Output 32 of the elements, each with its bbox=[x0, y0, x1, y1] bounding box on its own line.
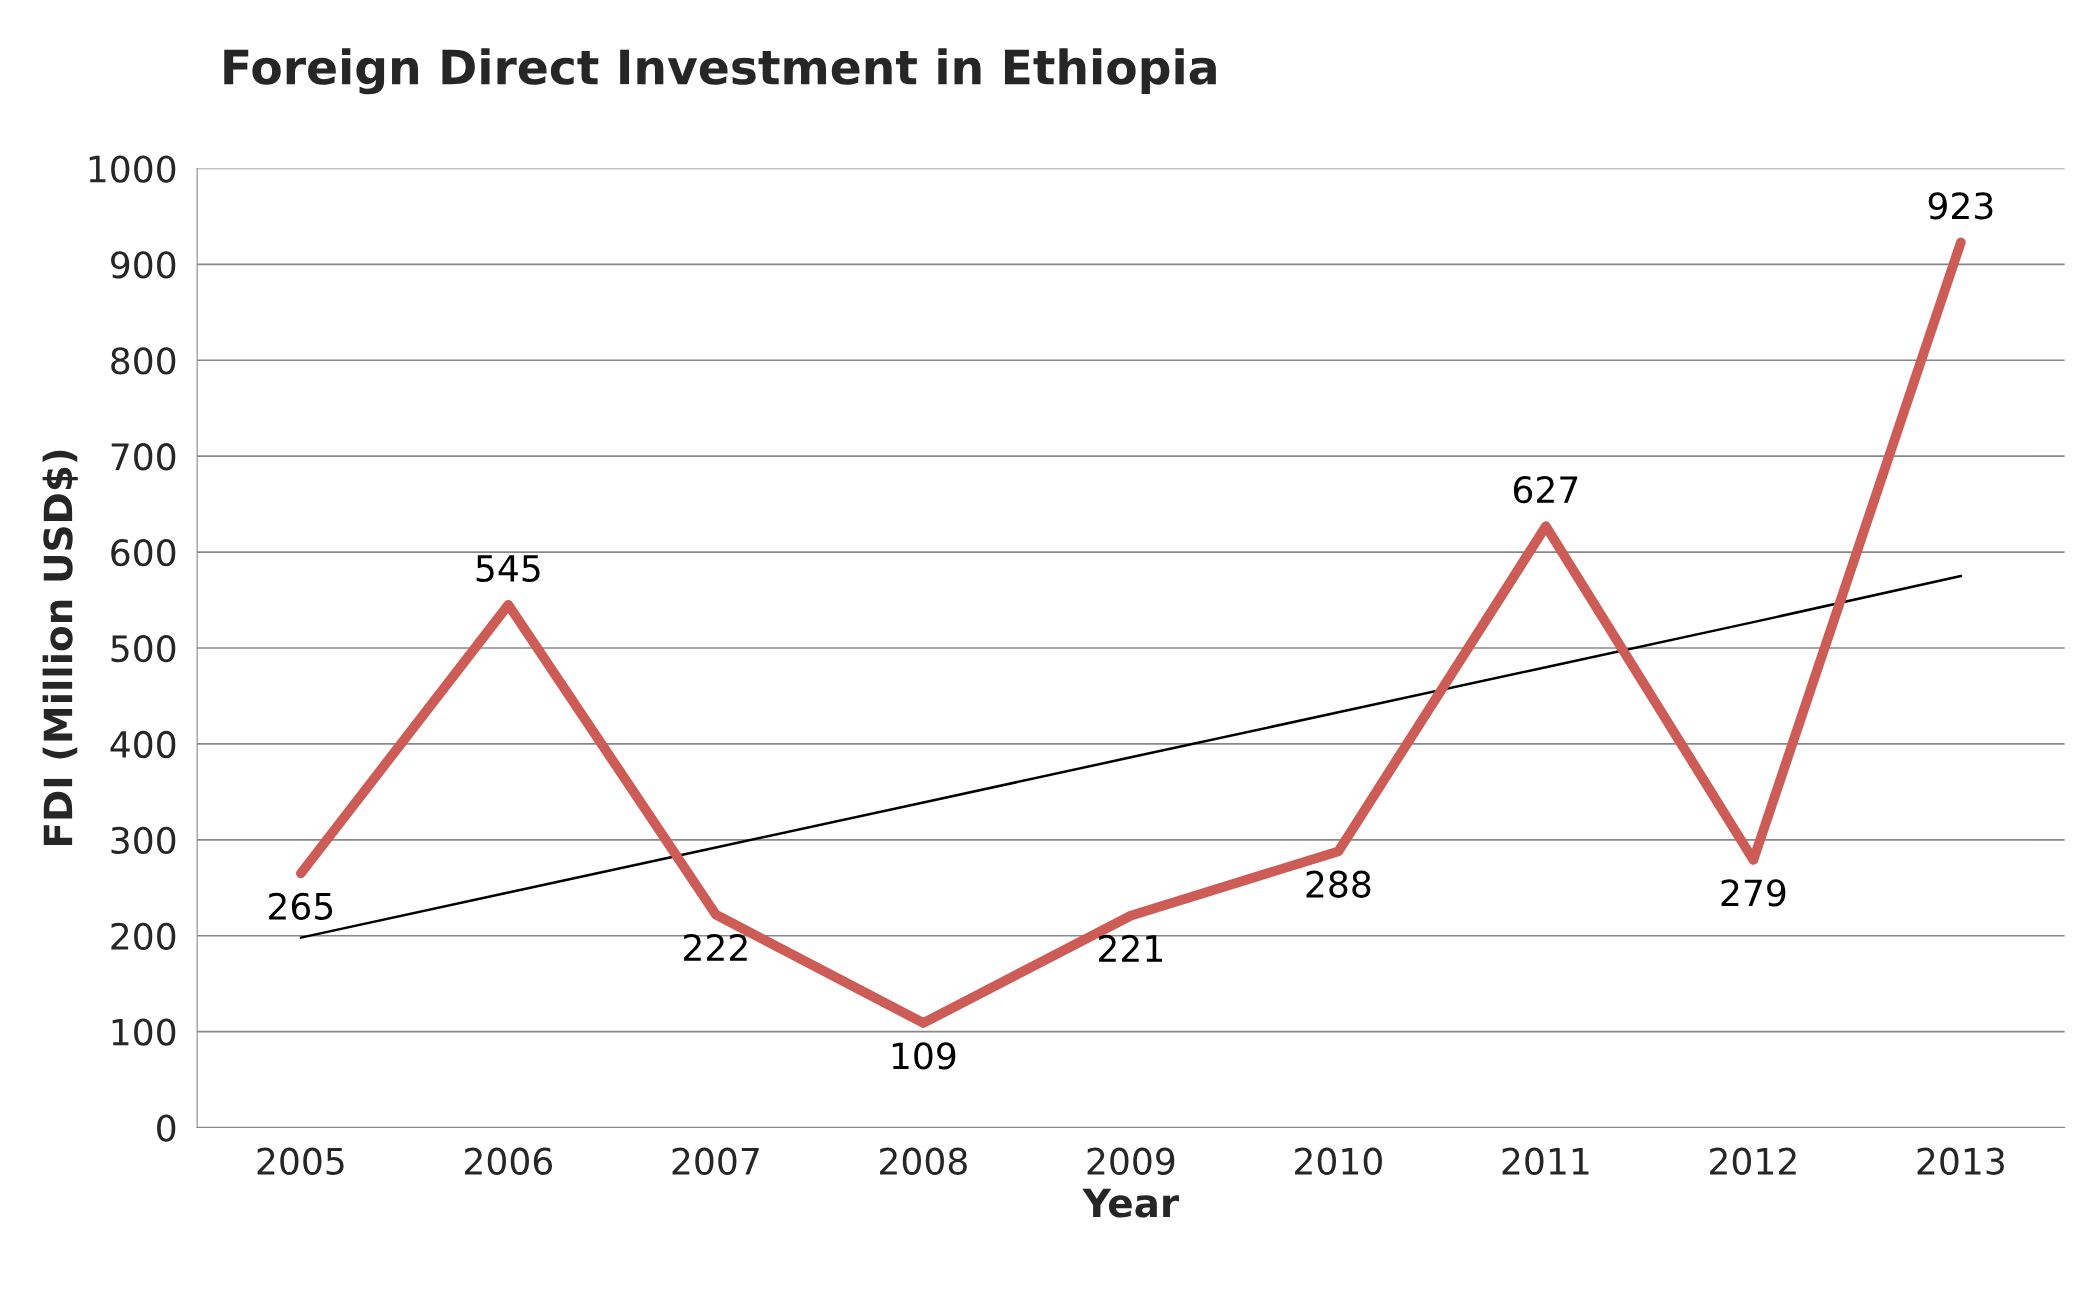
data-label: 288 bbox=[1306, 870, 1371, 898]
data-label: 923 bbox=[1928, 192, 1993, 220]
y-tick-label: 100 bbox=[112, 1018, 176, 1046]
data-label: 221 bbox=[1099, 934, 1162, 962]
y-tick-label: 900 bbox=[111, 251, 176, 279]
y-tick-label: 400 bbox=[110, 730, 176, 759]
data-label: 222 bbox=[684, 933, 747, 961]
x-tick-label: 2007 bbox=[672, 1147, 759, 1175]
data-label: 265 bbox=[269, 892, 333, 920]
y-tick-label: 500 bbox=[111, 634, 176, 663]
data-label: 545 bbox=[476, 555, 540, 582]
data-label: 279 bbox=[1721, 879, 1786, 907]
y-axis-title: FDI (Million USD$) bbox=[42, 450, 78, 846]
x-tick-label: 2005 bbox=[257, 1147, 344, 1175]
data-label: 109 bbox=[892, 1042, 956, 1070]
x-tick-label: 2011 bbox=[1502, 1147, 1589, 1175]
y-tick-label: 1000 bbox=[89, 155, 176, 183]
data-label: 627 bbox=[1513, 476, 1578, 504]
x-tick-label: 2008 bbox=[880, 1147, 967, 1175]
chart-title: Foreign Direct Investment in Ethiopia bbox=[224, 48, 1216, 95]
x-tick-label: 2010 bbox=[1295, 1147, 1382, 1175]
y-tick-label: 600 bbox=[111, 539, 176, 567]
y-tick-label: 200 bbox=[111, 922, 176, 950]
y-tick-label: 700 bbox=[111, 443, 176, 471]
y-tick-label: 300 bbox=[111, 826, 176, 855]
x-tick-label: 2013 bbox=[1917, 1147, 2004, 1175]
y-tick-label: 800 bbox=[111, 347, 176, 375]
x-tick-label: 2006 bbox=[465, 1147, 553, 1175]
x-axis-title: Year bbox=[1082, 1188, 1179, 1218]
x-tick-label: 2009 bbox=[1087, 1147, 1175, 1175]
x-tick-label: 2012 bbox=[1710, 1147, 1796, 1175]
y-tick-label: 0 bbox=[157, 1114, 176, 1142]
